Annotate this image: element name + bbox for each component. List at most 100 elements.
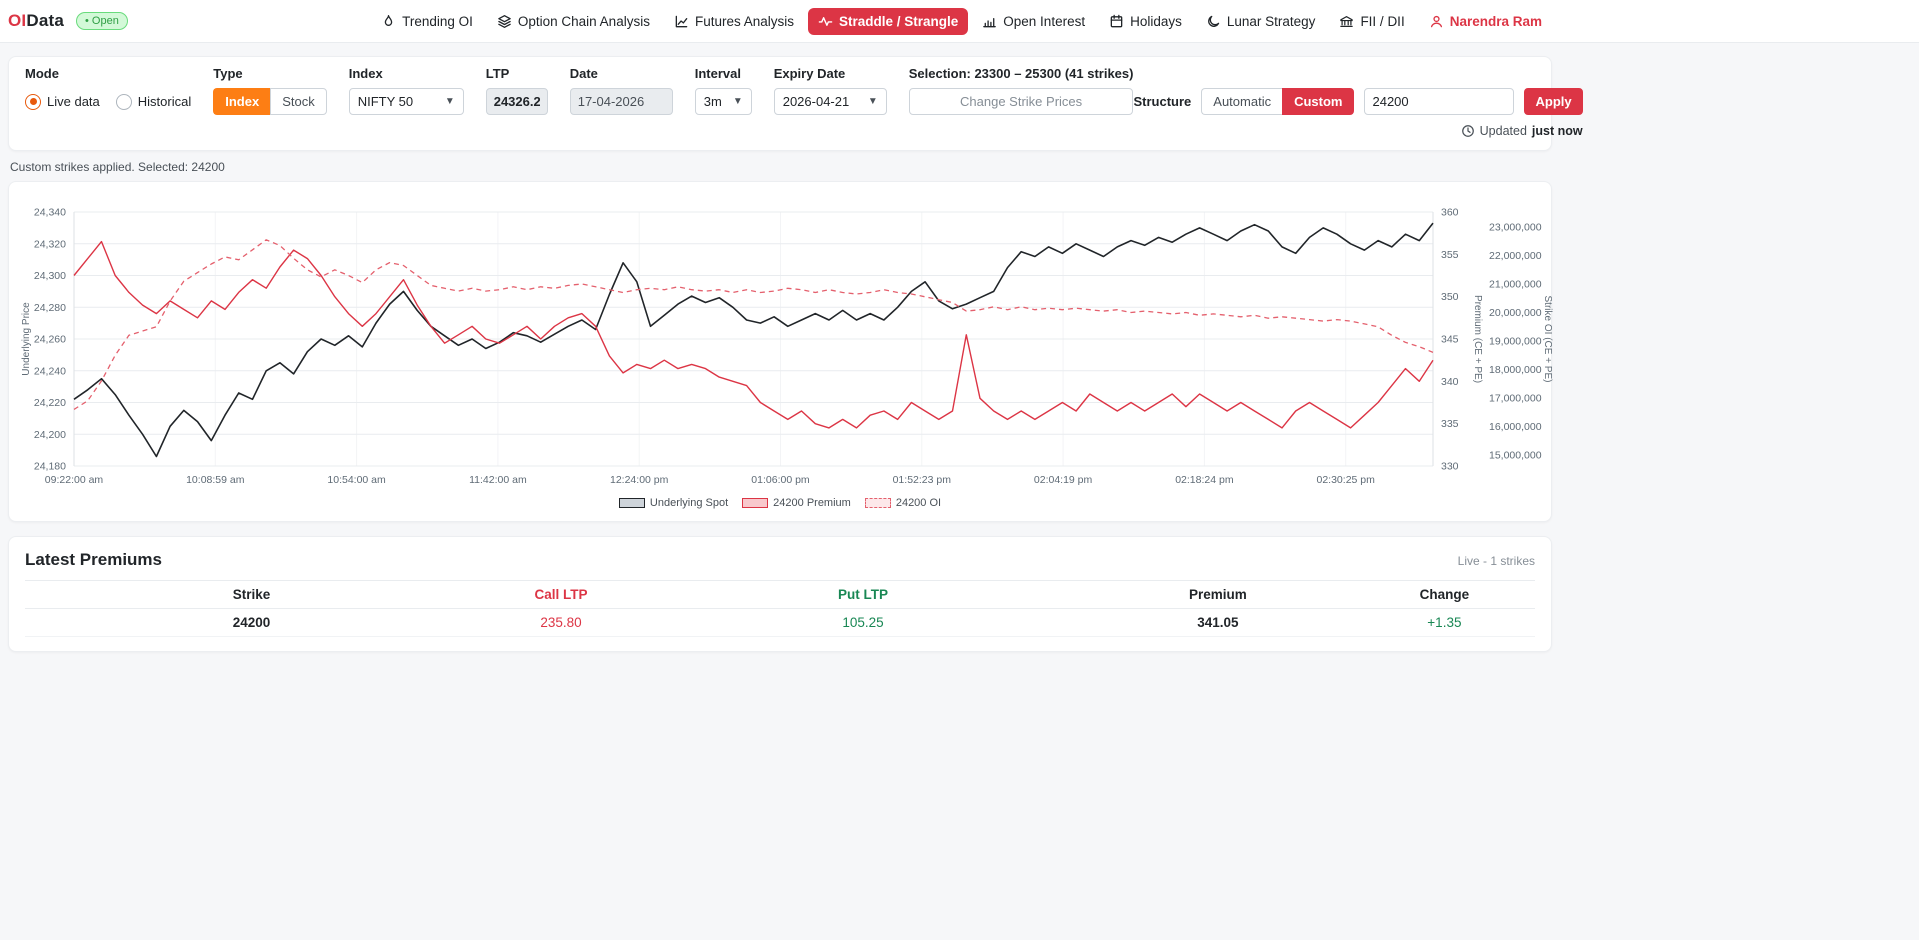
custom-strikes-status: Custom strikes applied. Selected: 24200 <box>10 160 225 174</box>
svg-text:11:42:00 am: 11:42:00 am <box>469 474 527 486</box>
structure-custom-button[interactable]: Custom <box>1282 88 1355 115</box>
legend-swatch-icon <box>864 498 891 508</box>
nav-item-fii-dii[interactable]: FII / DII <box>1329 8 1414 35</box>
straddle-chart: 09:22:00 am 10:08:59 am 10:54:00 am 11:42:0… <box>21 207 1553 487</box>
svg-text:19,000,000: 19,000,000 <box>1489 336 1542 348</box>
nav-item-trending-oi[interactable]: Trending OI <box>371 8 483 35</box>
change-value: +1.35 <box>1353 608 1535 637</box>
date-group: Date <box>569 65 673 115</box>
radio-selected-icon <box>25 93 41 110</box>
nav-items: Trending OI Option Chain Analysis Future… <box>371 7 1552 35</box>
expiry-select[interactable]: 2026-04-21 ▼ <box>773 88 887 115</box>
svg-text:24,260: 24,260 <box>34 334 66 346</box>
nav-item-option-chain-analysis[interactable]: Option Chain Analysis <box>487 8 660 35</box>
svg-text:360: 360 <box>1441 207 1459 219</box>
index-label: Index <box>348 66 383 81</box>
interval-select[interactable]: 3m ▼ <box>694 88 752 115</box>
strike-value: 24200 <box>25 608 478 637</box>
nav-item-user-account[interactable]: Narendra Ram <box>1419 8 1552 35</box>
svg-text:02:18:24 pm: 02:18:24 pm <box>1175 474 1234 486</box>
mode-group: Mode Live data Historical <box>25 65 191 115</box>
radio-unselected-icon <box>115 93 132 110</box>
bar-chart-icon <box>983 17 997 27</box>
svg-text:01:52:23 pm: 01:52:23 pm <box>893 474 952 486</box>
svg-text:21,000,000: 21,000,000 <box>1489 279 1542 291</box>
nav-item-straddle-strangle[interactable]: Straddle / Strangle <box>808 7 969 35</box>
svg-text:Strike OI (CE + PE): Strike OI (CE + PE) <box>1542 296 1553 383</box>
nav-item-futures-analysis[interactable]: Futures Analysis <box>664 8 804 35</box>
ltp-input[interactable] <box>485 88 548 115</box>
svg-text:Underlying Price: Underlying Price <box>21 302 32 376</box>
chevron-down-icon: ▼ <box>867 95 878 107</box>
chart-legend: Underlying Spot 24200 Premium 24200 OI <box>9 493 1551 515</box>
activity-icon <box>818 16 833 26</box>
svg-text:Premium (CE + PE): Premium (CE + PE) <box>1472 295 1483 383</box>
svg-text:15,000,000: 15,000,000 <box>1489 450 1542 462</box>
svg-text:01:06:00 pm: 01:06:00 pm <box>751 474 810 486</box>
nav-item-label: FII / DII <box>1360 13 1405 29</box>
index-select[interactable]: NIFTY 50 ▼ <box>348 88 464 115</box>
brand-oi: OI <box>8 11 27 30</box>
legend-label: 24200 OI <box>895 497 942 509</box>
date-label: Date <box>569 66 598 81</box>
navbar: OIData • Open Trending OI Option Chain A… <box>0 0 1919 43</box>
type-stock-button[interactable]: Stock <box>270 88 327 115</box>
moon-icon <box>1207 15 1220 27</box>
structure-group: Structure Automatic Custom Apply <box>1133 88 1583 115</box>
col-premium: Premium <box>1081 580 1354 609</box>
updated-status: Updated just now <box>1461 124 1583 138</box>
svg-text:355: 355 <box>1441 249 1459 261</box>
ltp-group: LTP <box>485 65 548 115</box>
legend-swatch-icon <box>742 498 769 508</box>
apply-button[interactable]: Apply <box>1524 88 1583 115</box>
chart-line-icon <box>675 15 688 27</box>
svg-text:10:08:59 am: 10:08:59 am <box>186 474 245 486</box>
svg-text:24,340: 24,340 <box>34 207 66 219</box>
structure-automatic-button[interactable]: Automatic <box>1201 88 1283 115</box>
radio-historical[interactable]: Historical <box>115 93 191 110</box>
svg-text:24,240: 24,240 <box>34 365 66 377</box>
legend-label: 24200 Premium <box>773 497 851 509</box>
layers-icon <box>498 14 511 28</box>
svg-text:340: 340 <box>1441 376 1459 388</box>
radio-live-data[interactable]: Live data <box>25 93 100 110</box>
date-input[interactable] <box>569 88 673 115</box>
mode-label: Mode <box>25 66 59 81</box>
custom-strikes-input[interactable] <box>1364 88 1515 115</box>
brand-data: Data <box>26 11 65 30</box>
brand-logo[interactable]: OIData <box>8 11 64 31</box>
svg-text:24,280: 24,280 <box>34 302 66 314</box>
expiry-select-value: 2026-04-21 <box>782 94 850 109</box>
selection-summary: Selection: 23300 – 25300 (41 strikes) <box>908 66 1134 81</box>
svg-text:17,000,000: 17,000,000 <box>1489 393 1542 405</box>
expiry-label: Expiry Date <box>773 66 846 81</box>
nav-item-label: Open Interest <box>1003 13 1086 29</box>
table-row: 24200 235.80 105.25 341.05 +1.35 <box>25 608 1535 637</box>
live-strikes-note: Live - 1 strikes <box>1457 554 1535 568</box>
user-icon <box>1430 15 1442 27</box>
svg-text:20,000,000: 20,000,000 <box>1489 307 1542 319</box>
nav-item-label: Trending OI <box>402 13 473 29</box>
svg-text:10:54:00 am: 10:54:00 am <box>327 474 386 486</box>
legend-item[interactable]: 24200 Premium <box>742 497 851 509</box>
user-name: Narendra Ram <box>1449 13 1542 29</box>
expiry-group: Expiry Date 2026-04-21 ▼ <box>773 65 887 115</box>
radio-label: Live data <box>47 94 100 109</box>
type-group: Type Index Stock <box>213 65 327 115</box>
svg-text:16,000,000: 16,000,000 <box>1489 421 1542 433</box>
market-status-badge: • Open <box>76 12 128 30</box>
svg-text:23,000,000: 23,000,000 <box>1489 222 1542 234</box>
nav-item-lunar-strategy[interactable]: Lunar Strategy <box>1196 8 1326 35</box>
nav-item-holidays[interactable]: Holidays <box>1099 8 1192 35</box>
svg-text:335: 335 <box>1441 418 1459 430</box>
legend-item[interactable]: 24200 OI <box>864 497 942 509</box>
legend-item[interactable]: Underlying Spot <box>618 497 728 509</box>
clock-icon <box>1461 125 1474 137</box>
type-index-button[interactable]: Index <box>213 88 271 115</box>
svg-text:18,000,000: 18,000,000 <box>1489 364 1542 376</box>
nav-item-label: Futures Analysis <box>694 13 794 29</box>
svg-text:345: 345 <box>1441 334 1459 346</box>
nav-item-open-interest[interactable]: Open Interest <box>972 8 1095 35</box>
nav-item-label: Straddle / Strangle <box>839 13 959 29</box>
change-strike-prices-button[interactable]: Change Strike Prices <box>908 88 1134 115</box>
